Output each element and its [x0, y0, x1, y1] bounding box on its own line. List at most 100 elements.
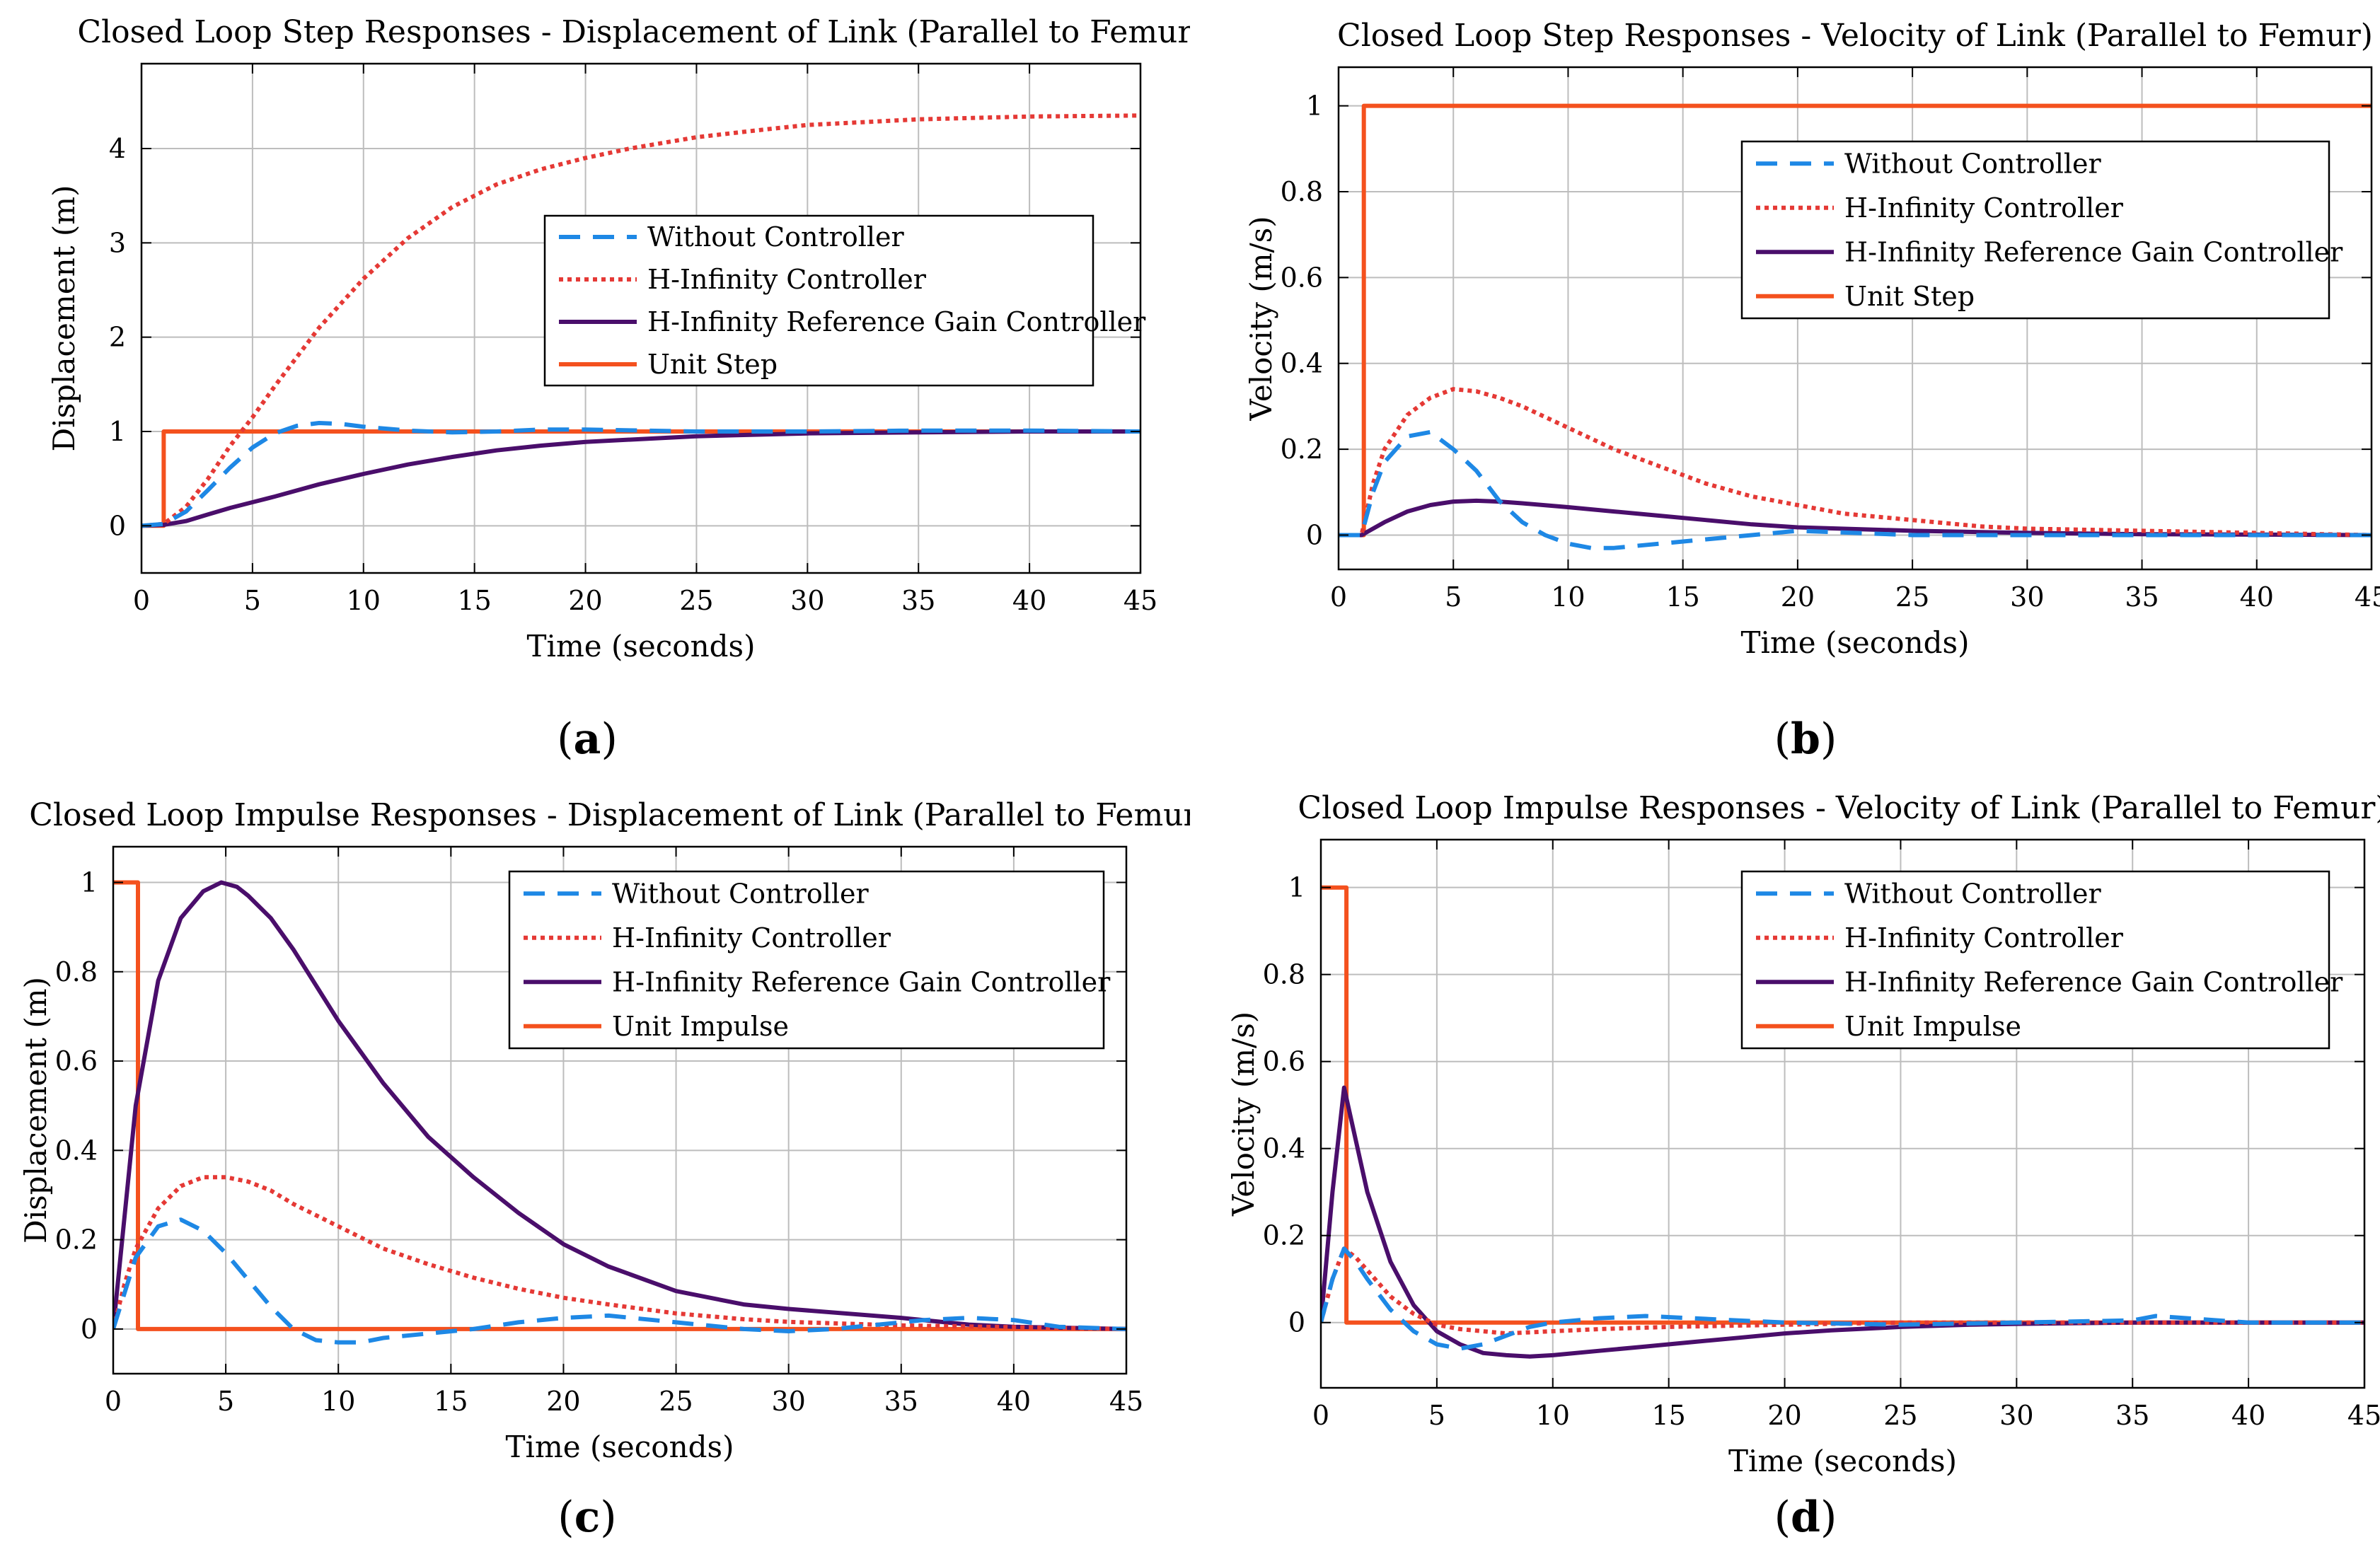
x-tick-label: 30 — [1999, 1400, 2033, 1431]
series-line-h-infinity-controller — [141, 113, 1140, 528]
legend-label-without-controller: Without Controller — [612, 878, 870, 909]
plot-frame — [112, 845, 1128, 1375]
legend-label-unit-step: Unit Step — [1844, 281, 1975, 312]
y-tick-label: 0.8 — [1281, 176, 1323, 207]
x-tick-label: 40 — [2240, 581, 2274, 613]
x-tick-label: 20 — [568, 585, 602, 616]
x-tick-label: 5 — [217, 1386, 234, 1417]
x-tick-label: 25 — [1895, 581, 1929, 613]
x-tick-label: 45 — [2347, 1400, 2380, 1431]
y-tick-label: 0.4 — [1263, 1133, 1305, 1164]
series-line-h-infinity-reference-gain-controller — [113, 880, 1126, 1331]
legend-label-unit-step: Unit Step — [647, 349, 778, 380]
legend-label-h-infinity-controller: H-Infinity Controller — [647, 264, 927, 295]
series-line-h-infinity-controller — [1339, 387, 2372, 538]
x-axis-label: Time (seconds) — [527, 629, 756, 663]
x-tick-label: 45 — [1109, 1386, 1143, 1417]
y-tick-label: 0 — [109, 510, 126, 541]
series-line-without-controller — [113, 1217, 1126, 1345]
y-tick-label: 0.6 — [55, 1045, 98, 1077]
series-group — [113, 880, 1126, 1345]
legend-label-h-infinity-controller: H-Infinity Controller — [612, 922, 891, 954]
series-group — [141, 113, 1140, 528]
y-tick-label: 0.2 — [1263, 1220, 1305, 1251]
series-line-without-controller — [141, 421, 1140, 528]
x-tick-label: 15 — [1651, 1400, 1685, 1431]
y-tick-label: 1 — [1288, 872, 1305, 903]
x-axis-label: Time (seconds) — [1728, 1444, 1957, 1478]
x-axis-label: Time (seconds) — [1741, 625, 1970, 660]
y-tick-label: 0.2 — [55, 1224, 98, 1256]
x-tick-label: 10 — [347, 585, 381, 616]
legend-label-h-infinity-reference-gain-controller: H-Infinity Reference Gain Controller — [1844, 966, 2343, 997]
legend-label-h-infinity-reference-gain-controller: H-Infinity Reference Gain Controller — [1844, 236, 2343, 267]
legend-label-h-infinity-controller: H-Infinity Controller — [1844, 922, 2124, 954]
legend-box — [508, 870, 1105, 1050]
series-line-unit-impulse — [113, 880, 1126, 1331]
series-line-without-controller — [1339, 429, 2372, 550]
y-tick-label: 0.6 — [1281, 262, 1323, 293]
series-line-h-infinity-reference-gain-controller — [141, 429, 1140, 528]
legend-label-without-controller: Without Controller — [1844, 878, 2102, 909]
x-tick-label: 0 — [1312, 1400, 1329, 1431]
x-tick-label: 35 — [2125, 581, 2159, 613]
x-tick-label: 10 — [1536, 1400, 1570, 1431]
panel-label-c: (c) — [558, 1493, 617, 1542]
x-tick-label: 15 — [434, 1386, 468, 1417]
x-tick-label: 25 — [679, 585, 713, 616]
y-tick-label: 0 — [1306, 519, 1323, 550]
y-axis-label: Velocity (m/s) — [1226, 1012, 1261, 1217]
plot-frame — [1319, 838, 2366, 1389]
x-tick-label: 40 — [997, 1386, 1031, 1417]
y-tick-label: 1 — [109, 416, 126, 447]
legend: Without Controller H-Infinity Controller H… — [543, 214, 1146, 387]
y-tick-label: 1 — [81, 867, 98, 898]
y-tick-label: 0.4 — [55, 1135, 98, 1166]
x-tick-label: 5 — [244, 585, 261, 616]
x-tick-label: 15 — [457, 585, 491, 616]
series-line-h-infinity-reference-gain-controller — [1321, 1085, 2364, 1359]
panel-label-d: (d) — [1774, 1493, 1837, 1542]
chart-panel-d: Closed Loop Impulse Responses - Velocity… — [1226, 790, 2380, 1478]
x-tick-label: 10 — [1551, 581, 1585, 613]
panel-label-b: (b) — [1774, 714, 1837, 764]
x-tick-label: 25 — [1883, 1400, 1917, 1431]
legend-label-unit-impulse: Unit Impulse — [612, 1011, 789, 1042]
plot-frame — [140, 62, 1142, 574]
x-tick-label: 35 — [2115, 1400, 2149, 1431]
chart-title: Closed Loop Impulse Responses - Velocity… — [1298, 790, 2380, 826]
x-axis-label: Time (seconds) — [506, 1430, 734, 1464]
x-tick-label: 35 — [884, 1386, 918, 1417]
x-tick-label: 30 — [790, 585, 824, 616]
chart-title: Closed Loop Step Responses - Velocity of… — [1337, 18, 2373, 54]
legend: Without Controller H-Infinity Controller H… — [508, 870, 1111, 1050]
chart-title: Closed Loop Impulse Responses - Displace… — [29, 797, 1190, 833]
panel-label-a: (a) — [557, 714, 618, 764]
y-tick-label: 0.8 — [55, 956, 98, 987]
x-tick-label: 10 — [321, 1386, 355, 1417]
x-tick-label: 15 — [1665, 581, 1699, 613]
chart-panel-a: Closed Loop Step Responses - Displacemen… — [47, 14, 1190, 663]
chart-panel-b: Closed Loop Step Responses - Velocity of… — [1244, 18, 2380, 660]
series-line-h-infinity-controller — [113, 1175, 1126, 1331]
x-tick-label: 20 — [1767, 1400, 1801, 1431]
series-group — [1321, 885, 2364, 1359]
y-tick-label: 0 — [1288, 1307, 1305, 1338]
legend-label-h-infinity-controller: H-Infinity Controller — [1844, 192, 2124, 224]
x-tick-label: 35 — [901, 585, 935, 616]
legend-box — [1740, 870, 2330, 1050]
plot-frame — [1337, 66, 2373, 571]
y-tick-label: 4 — [109, 133, 126, 164]
x-tick-label: 20 — [546, 1386, 580, 1417]
legend-label-h-infinity-reference-gain-controller: H-Infinity Reference Gain Controller — [647, 306, 1146, 337]
y-axis-label: Displacement (m) — [18, 977, 53, 1244]
x-tick-label: 0 — [133, 585, 150, 616]
legend-label-without-controller: Without Controller — [1844, 148, 2102, 179]
y-tick-label: 0.4 — [1281, 348, 1323, 379]
x-tick-label: 0 — [105, 1386, 122, 1417]
y-tick-label: 3 — [109, 227, 126, 258]
legend: Without Controller H-Infinity Controller H… — [1740, 140, 2343, 320]
chart-title: Closed Loop Step Responses - Displacemen… — [77, 14, 1190, 50]
legend-box — [543, 214, 1094, 387]
